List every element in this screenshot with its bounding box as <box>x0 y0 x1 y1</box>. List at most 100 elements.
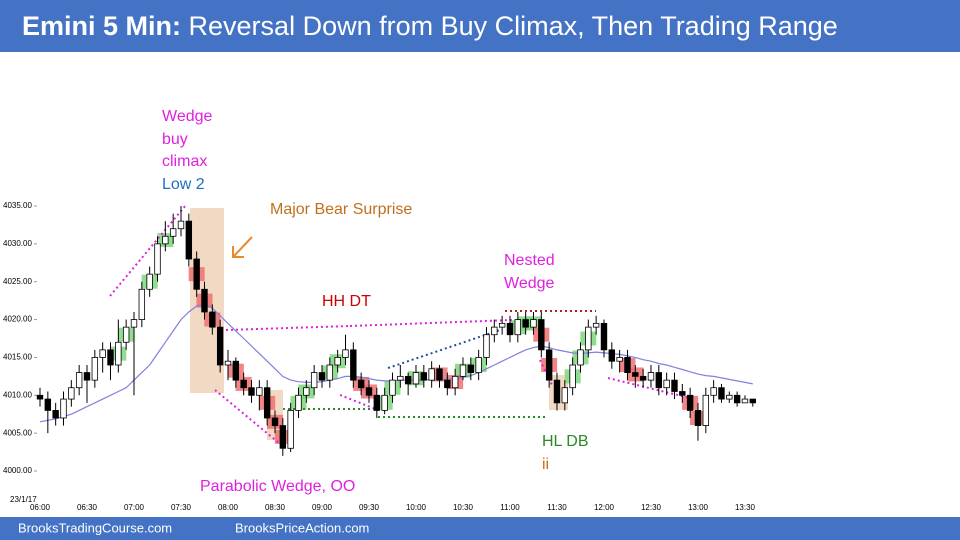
x-tick-label: 12:30 <box>641 503 662 512</box>
candle-body <box>303 387 310 396</box>
candle-body <box>154 243 161 275</box>
candle-body <box>444 379 451 389</box>
annotation: HH DT <box>322 293 371 310</box>
annotation: HL DB <box>542 433 589 450</box>
candle-body <box>585 326 592 351</box>
annotation: Wedge <box>162 108 213 125</box>
arrow <box>232 236 253 258</box>
candle-body <box>718 387 725 400</box>
trend-line <box>607 377 691 399</box>
arrow-shaft <box>233 236 253 257</box>
y-tick-label: 4000.00 <box>3 466 32 475</box>
candle-body <box>412 372 420 385</box>
title-bar <box>0 0 960 52</box>
x-tick-label: 11:00 <box>500 503 520 512</box>
candle-body <box>279 425 287 449</box>
candle-body <box>561 387 569 404</box>
moving-average <box>39 303 753 423</box>
footer-bar <box>0 517 960 540</box>
candle-body <box>365 387 373 396</box>
trend-lines <box>109 204 691 449</box>
candle-body <box>694 410 702 426</box>
candle-body <box>545 349 553 381</box>
candle-body <box>404 375 412 385</box>
plot: 4000.00 4005.00 4010.00 4015.00 4020.00 4025.… <box>3 201 757 512</box>
candle-body <box>600 322 608 351</box>
candle-body <box>530 319 537 328</box>
candle-body <box>232 360 240 381</box>
title-rest: Reversal Down from Buy Climax, Then Trad… <box>189 11 838 41</box>
annotation: ii <box>542 456 549 473</box>
candle-body <box>271 417 279 426</box>
footer-link: BrooksTradingCourse.com <box>18 520 172 535</box>
candle-body <box>326 364 334 381</box>
x-tick-label: 13:30 <box>735 503 756 512</box>
x-tick-label: 10:00 <box>406 503 427 512</box>
trend-line <box>349 319 513 327</box>
candle-body <box>436 368 443 381</box>
arrow-head <box>232 246 244 258</box>
candle-body <box>310 372 318 389</box>
candle-body <box>389 379 396 396</box>
candle-body <box>342 349 349 358</box>
candle-body <box>295 394 302 411</box>
signal-boxes <box>110 233 706 444</box>
candle-body <box>357 379 365 389</box>
candle-body <box>115 341 122 366</box>
candle-body <box>52 410 59 419</box>
candle-body <box>522 319 529 328</box>
annotation: Parabolic Wedge, OO <box>200 478 355 495</box>
candle-body <box>263 387 271 419</box>
candle-body <box>130 319 138 328</box>
candle-body <box>741 398 749 404</box>
candle-body <box>68 387 75 400</box>
footer-link: BrooksPriceAction.com <box>235 520 369 535</box>
date-label: 23/1/17 <box>10 495 37 504</box>
x-tick-label: 07:00 <box>124 503 145 512</box>
x-tick-label: 09:00 <box>312 503 333 512</box>
annotation: climax <box>162 153 207 170</box>
candle-body <box>350 349 357 381</box>
y-tick-label: 4025.00 <box>3 277 32 286</box>
candle-body <box>248 387 255 396</box>
candle-body <box>538 319 545 351</box>
candle-body <box>702 394 710 426</box>
candle-body <box>467 364 475 373</box>
candle-body <box>177 220 185 230</box>
x-tick-label: 12:00 <box>594 503 615 512</box>
candle-body <box>122 326 130 343</box>
candle-body <box>663 379 670 389</box>
candle-body <box>381 394 388 411</box>
candle-body <box>334 357 341 366</box>
title: Emini 5 Min: Reversal Down from Buy Clim… <box>22 11 838 41</box>
x-tick-label: 10:30 <box>453 503 474 512</box>
candle-body <box>373 394 381 411</box>
x-tick-label: 09:30 <box>359 503 380 512</box>
candle-body <box>420 372 428 381</box>
candle-body <box>491 326 498 336</box>
candle-body <box>91 357 99 381</box>
x-tick-label: 06:00 <box>30 503 51 512</box>
candle-body <box>428 368 435 381</box>
candle-body <box>577 349 584 366</box>
y-tick-label: 4010.00 <box>3 390 32 399</box>
annotation: buy <box>162 131 188 148</box>
candle-body <box>726 394 733 400</box>
candle-body <box>240 379 247 389</box>
candle-body <box>647 372 655 381</box>
y-tick-label: 4015.00 <box>3 353 32 362</box>
candle-body <box>83 372 91 381</box>
candle-body <box>36 394 44 400</box>
candle-body <box>287 410 294 449</box>
candle-body <box>162 235 169 245</box>
candle-body <box>592 322 600 328</box>
trend-line <box>339 394 379 411</box>
annotation: Low 2 <box>162 176 205 193</box>
x-tick-label: 08:30 <box>265 503 286 512</box>
candle-body <box>616 357 623 362</box>
candle-body <box>459 364 467 377</box>
candle-body <box>146 273 153 290</box>
candle-body <box>209 311 216 328</box>
candle-body <box>169 228 177 237</box>
candle-body <box>639 375 647 381</box>
